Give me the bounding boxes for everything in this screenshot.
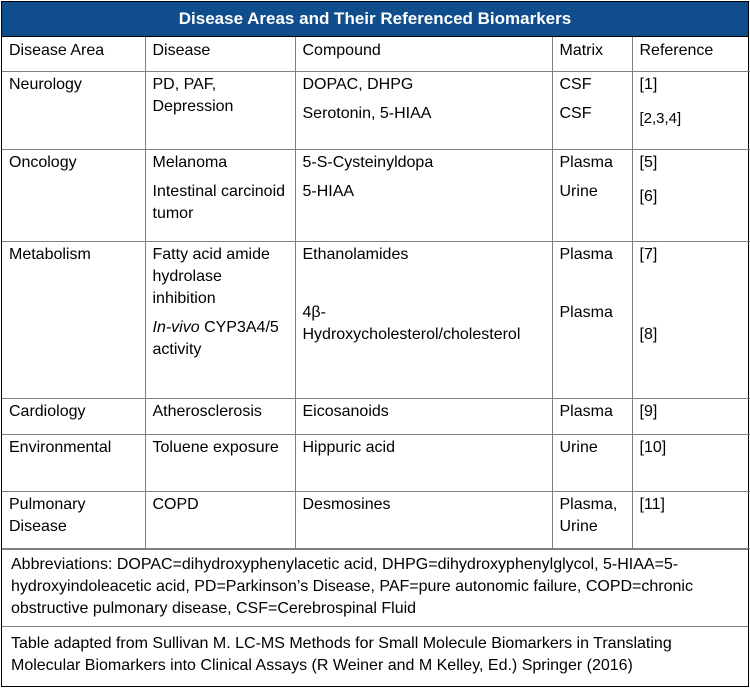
- reference-line: [5]: [639, 154, 658, 171]
- cell-compound: Ethanolamides 4β- Hydroxycholesterol/cho…: [294, 241, 553, 399]
- matrix-line: Plasma: [559, 154, 613, 171]
- matrix-line: CSF: [559, 76, 592, 93]
- disease-italic-prefix: In-vivo: [152, 319, 200, 336]
- header-matrix: Matrix: [551, 37, 633, 72]
- cell-area: Environmental: [2, 434, 146, 492]
- cell-reference: [5] [6]: [631, 149, 750, 242]
- compound-line: Serotonin, 5-HIAA: [302, 105, 432, 122]
- cell-compound: Hippuric acid: [294, 434, 553, 492]
- source-note: Table adapted from Sullivan M. LC-MS Met…: [2, 626, 748, 683]
- cell-disease: Melanoma Intestinal carcinoid tumor: [144, 149, 296, 242]
- cell-matrix: Plasma Plasma: [551, 241, 633, 399]
- cell-compound: Eicosanoids: [294, 398, 553, 435]
- cell-compound: Desmosines: [294, 491, 553, 549]
- cell-reference: [10]: [631, 434, 750, 492]
- table-row-metabolism: Metabolism Fatty acid amide hydrolase in…: [2, 241, 750, 399]
- cell-reference: [1] [2,3,4]: [631, 71, 750, 150]
- matrix-line: Plasma: [559, 304, 613, 321]
- cell-area: Oncology: [2, 149, 146, 242]
- reference-line: [7]: [639, 246, 658, 263]
- reference-line: [1]: [639, 76, 658, 93]
- header-disease: Disease: [144, 37, 296, 72]
- compound-line: Hydroxycholesterol/cholesterol: [302, 326, 521, 343]
- cell-compound: 5-S-Cysteinyldopa 5-HIAA: [294, 149, 553, 242]
- cell-matrix: Plasma, Urine: [551, 491, 633, 549]
- reference-line: [2,3,4]: [639, 110, 682, 127]
- header-disease-area: Disease Area: [2, 37, 146, 72]
- table-row-neurology: Neurology PD, PAF, Depression DOPAC, DHP…: [2, 71, 750, 150]
- header-reference: Reference: [631, 37, 750, 72]
- table-row-pulmonary: Pulmonary Disease COPD Desmosines Plasma…: [2, 491, 750, 549]
- compound-line: 5-S-Cysteinyldopa: [302, 154, 434, 171]
- matrix-line: Plasma: [559, 246, 613, 263]
- cell-area: Neurology: [2, 71, 146, 150]
- cell-matrix: CSF CSF: [551, 71, 633, 150]
- disease-line: Fatty acid amide hydrolase inhibition: [152, 246, 270, 307]
- cell-disease: PD, PAF, Depression: [144, 71, 296, 150]
- reference-line: [8]: [639, 326, 658, 343]
- matrix-line: Urine: [559, 183, 598, 200]
- compound-line: DOPAC, DHPG: [302, 76, 414, 93]
- cell-area: Cardiology: [2, 398, 146, 435]
- cell-area: Metabolism: [2, 241, 146, 399]
- abbreviations-note: Abbreviations: DOPAC=dihydroxyphenylacet…: [2, 549, 748, 626]
- disease-line: In-vivo CYP3A4/5 activity: [153, 317, 289, 361]
- cell-area: Pulmonary Disease: [2, 491, 146, 549]
- cell-disease: Fatty acid amide hydrolase inhibition In…: [144, 241, 296, 399]
- compound-line: 5-HIAA: [302, 183, 355, 200]
- reference-line: [6]: [639, 188, 658, 205]
- cell-reference: [7] [8]: [631, 241, 750, 399]
- header-row: Disease Area Disease Compound Matrix Ref…: [2, 37, 750, 72]
- table-title: Disease Areas and Their Referenced Bioma…: [2, 2, 748, 37]
- cell-reference: [9]: [631, 398, 750, 435]
- header-compound: Compound: [294, 37, 553, 72]
- cell-disease: Toluene exposure: [144, 434, 296, 492]
- matrix-line: CSF: [559, 105, 592, 122]
- disease-line: Melanoma: [152, 154, 228, 171]
- cell-compound: DOPAC, DHPG Serotonin, 5-HIAA: [294, 71, 553, 150]
- biomarker-table: Disease Area Disease Compound Matrix Ref…: [2, 37, 750, 549]
- disease-line: Intestinal carcinoid tumor: [152, 183, 286, 222]
- table-row-cardiology: Cardiology Atherosclerosis Eicosanoids P…: [2, 398, 750, 435]
- cell-matrix: Urine: [551, 434, 633, 492]
- compound-line: Ethanolamides: [302, 246, 409, 263]
- table-row-oncology: Oncology Melanoma Intestinal carcinoid t…: [2, 149, 750, 242]
- cell-matrix: Plasma Urine: [551, 149, 633, 242]
- cell-matrix: Plasma: [551, 398, 633, 435]
- compound-line: 4β-: [302, 304, 326, 321]
- table-row-environmental: Environmental Toluene exposure Hippuric …: [2, 434, 750, 492]
- disease-rest: CYP3A4/5 activity: [152, 319, 279, 358]
- cell-disease: Atherosclerosis: [144, 398, 296, 435]
- cell-disease: COPD: [144, 491, 296, 549]
- cell-reference: [11]: [631, 491, 750, 549]
